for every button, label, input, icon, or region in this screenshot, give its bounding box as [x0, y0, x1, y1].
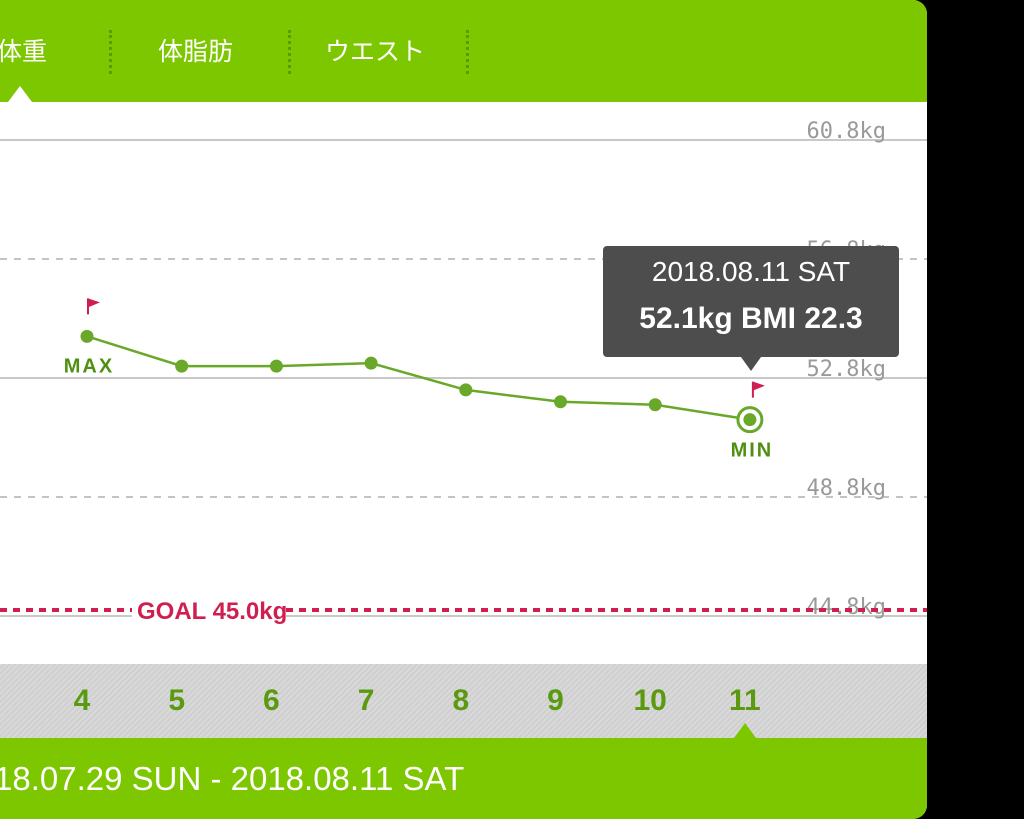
goal-label-background — [132, 590, 286, 625]
y-tick-label: 44.8kg — [807, 595, 886, 620]
data-point — [175, 359, 189, 373]
tab-waist[interactable]: ウエスト — [325, 37, 426, 66]
date-range-bar[interactable]: 18.07.29 SUN - 2018.08.11 SAT — [0, 738, 927, 819]
tab-divider — [109, 30, 112, 74]
tab-body-fat[interactable]: 体脂肪 — [158, 37, 234, 66]
tooltip-pointer — [741, 357, 761, 371]
x-tick-label[interactable]: 7 — [357, 684, 375, 717]
y-tick-label: 48.8kg — [807, 476, 886, 501]
min-flag-icon — [752, 381, 765, 391]
x-tick-label[interactable]: 5 — [168, 684, 186, 717]
max-label: MAX — [64, 355, 114, 377]
active-tab-indicator — [8, 86, 32, 102]
data-point — [648, 398, 662, 412]
tab-bar: 体重 体脂肪 ウエスト — [0, 0, 927, 102]
tab-divider — [288, 30, 291, 74]
data-point-tooltip: 2018.08.11 SAT 52.1kg BMI 22.3 — [603, 246, 899, 357]
max-flag-icon — [88, 298, 100, 308]
tooltip-values: 52.1kg BMI 22.3 — [639, 302, 863, 335]
x-tick-label[interactable]: 4 — [73, 684, 91, 717]
x-tick-label[interactable]: 9 — [547, 684, 564, 717]
selected-data-point — [743, 413, 757, 427]
tab-weight[interactable]: 体重 — [0, 37, 48, 66]
data-point — [554, 395, 567, 409]
tab-divider — [466, 30, 469, 74]
goal-label: GOAL 45.0kg — [137, 598, 287, 625]
x-axis-strip[interactable]: 4 5 6 7 8 9 10 11 — [0, 664, 927, 738]
data-point — [459, 383, 473, 397]
min-label: MIN — [731, 440, 774, 462]
weight-series-line — [86, 335, 751, 421]
data-point — [269, 359, 283, 373]
selected-day-indicator — [734, 723, 756, 738]
x-tick-label[interactable]: 6 — [263, 684, 280, 717]
y-tick-label: 60.8kg — [807, 119, 886, 144]
x-tick-label[interactable]: 8 — [452, 684, 470, 717]
weight-graph-panel: 体重 体脂肪 ウエスト 60.8kg56.8kg52.8kg48.8kg44.8… — [0, 0, 927, 819]
y-tick-label: 52.8kg — [807, 357, 886, 382]
date-range-label: 18.07.29 SUN - 2018.08.11 SAT — [0, 760, 465, 797]
x-tick-label[interactable]: 10 — [633, 684, 667, 717]
x-tick-label[interactable]: 11 — [729, 684, 761, 717]
tooltip-date: 2018.08.11 SAT — [651, 256, 851, 287]
data-point — [364, 356, 378, 370]
data-point — [80, 329, 94, 343]
